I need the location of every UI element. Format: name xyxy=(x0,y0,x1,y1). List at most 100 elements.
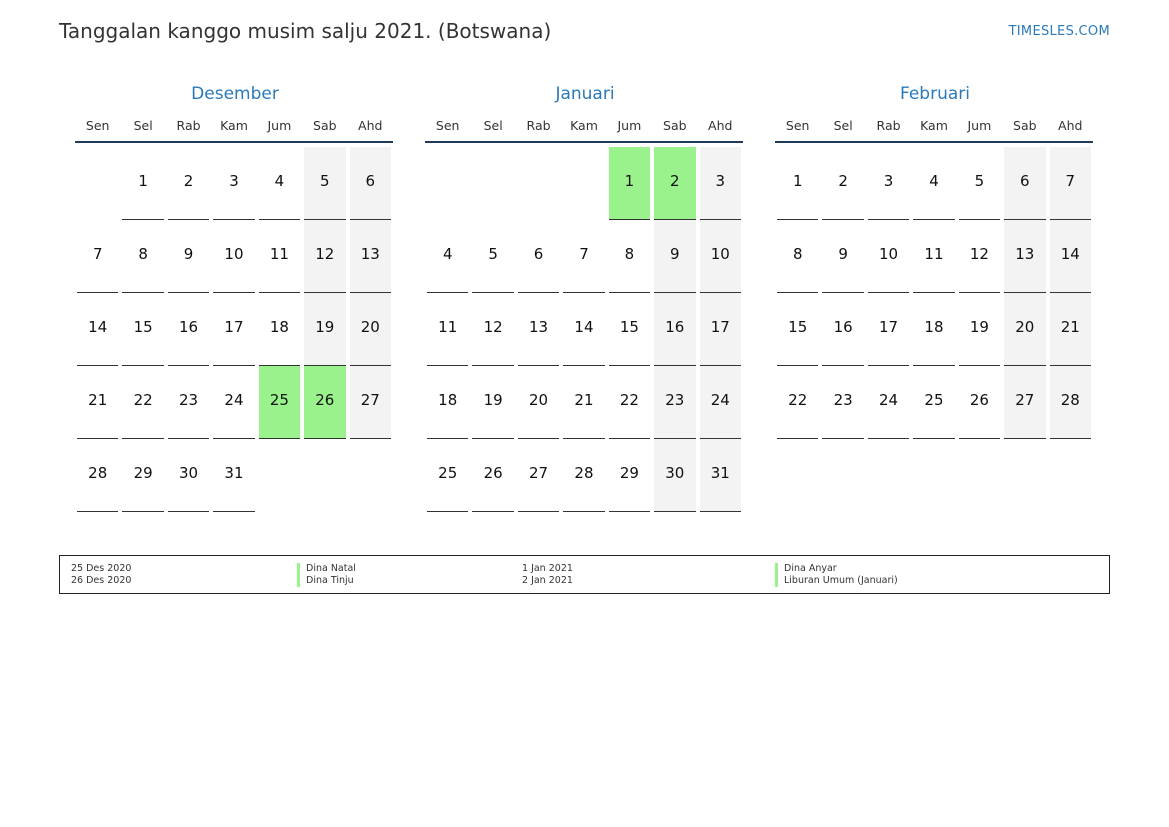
day-cell: 8 xyxy=(777,220,819,293)
weekday-header: Sen Sel Rab Kam Jum Sab Ahd xyxy=(425,113,743,143)
weekday-label: Ahd xyxy=(1058,118,1083,133)
day-cell: 5 xyxy=(304,147,346,220)
day-cell: 11 xyxy=(258,220,301,293)
holiday-legend: 25 Des 2020 26 Des 2020 Dina Natal Dina … xyxy=(59,555,1110,594)
weekday-header: Sen Sel Rab Kam Jum Sab Ahd xyxy=(775,113,1093,143)
legend-names-col-2: Dina Anyar Liburan Umum (Januari) xyxy=(775,563,898,587)
day-cell: 21 xyxy=(563,366,605,439)
legend-names-col-1: Dina Natal Dina Tinju xyxy=(297,563,356,587)
weekday-label: Jum xyxy=(967,118,992,133)
day-cell: 8 xyxy=(608,220,651,293)
weekday-label: Ahd xyxy=(358,118,383,133)
day-cell: 19 xyxy=(958,293,1001,366)
weekday-label: Sel xyxy=(133,118,153,133)
day-cell: 14 xyxy=(77,293,119,366)
month-name: Januari xyxy=(555,84,615,104)
day-cell: 27 xyxy=(517,439,560,512)
day-cell: 18 xyxy=(913,293,955,366)
day-cell: 4 xyxy=(427,220,469,293)
day-cell: 31 xyxy=(699,439,741,512)
day-cell: 12 xyxy=(472,293,514,366)
day-cell: 16 xyxy=(167,293,210,366)
day-cell: 15 xyxy=(777,293,819,366)
empty-cell xyxy=(518,147,559,220)
day-cell: 13 xyxy=(517,293,560,366)
day-cell: 22 xyxy=(608,366,651,439)
day-cell: 24 xyxy=(213,366,255,439)
month-name: Februari xyxy=(900,84,970,104)
day-cell: 30 xyxy=(167,439,210,512)
day-cell: 15 xyxy=(608,293,651,366)
legend-dates-col-1: 25 Des 2020 26 Des 2020 xyxy=(71,563,131,587)
day-cell: 3 xyxy=(699,147,741,220)
day-cell: 30 xyxy=(654,439,696,512)
weekday-label: Rab xyxy=(526,118,551,133)
day-cell: 13 xyxy=(1004,220,1046,293)
legend-date: 26 Des 2020 xyxy=(71,575,132,586)
day-cell: 28 xyxy=(77,439,119,512)
legend-holiday-name: Dina Tinju xyxy=(297,575,356,587)
day-cell: 20 xyxy=(349,293,391,366)
day-grid: 1 2 3 4 5 6 7 8 9 10 11 12 13 14 15 16 17 18 19 20 21 22 23 24 2… xyxy=(775,147,1093,439)
empty-cell xyxy=(563,147,604,220)
day-cell: 9 xyxy=(167,220,210,293)
day-cell: 7 xyxy=(563,220,605,293)
day-cell: 2 xyxy=(822,147,864,220)
day-cell: 4 xyxy=(258,147,301,220)
day-cell: 22 xyxy=(122,366,164,439)
legend-date: 2 Jan 2021 xyxy=(522,575,573,586)
day-cell: 23 xyxy=(654,366,696,439)
weekday-label: Kam xyxy=(570,118,598,133)
weekday-label: Sel xyxy=(483,118,503,133)
day-cell: 21 xyxy=(77,366,119,439)
legend-date: 25 Des 2020 xyxy=(71,563,132,574)
holiday-day-cell: 26 xyxy=(304,366,346,439)
day-cell: 26 xyxy=(958,366,1001,439)
day-cell: 4 xyxy=(913,147,955,220)
day-cell: 19 xyxy=(304,293,346,366)
day-cell: 28 xyxy=(1049,366,1091,439)
day-cell: 12 xyxy=(304,220,346,293)
weekday-label: Sab xyxy=(313,118,337,133)
day-cell: 8 xyxy=(122,220,164,293)
day-grid: 1 2 3 4 5 6 7 8 9 10 11 12 13 14 15 16 17 18 19 20 21 22 23 24 2… xyxy=(75,147,393,512)
legend-holiday-name: Liburan Umum (Januari) xyxy=(775,575,898,587)
day-cell: 2 xyxy=(167,147,210,220)
day-cell: 17 xyxy=(867,293,910,366)
day-cell: 24 xyxy=(699,366,741,439)
day-cell: 25 xyxy=(427,439,469,512)
weekday-label: Rab xyxy=(176,118,201,133)
day-cell: 11 xyxy=(427,293,469,366)
weekday-label: Sel xyxy=(833,118,853,133)
weekday-label: Sab xyxy=(1013,118,1037,133)
day-cell: 6 xyxy=(349,147,391,220)
holiday-day-cell: 1 xyxy=(608,147,651,220)
weekday-header: Sen Sel Rab Kam Jum Sab Ahd xyxy=(75,113,393,143)
holiday-day-cell: 2 xyxy=(654,147,696,220)
day-cell: 17 xyxy=(213,293,255,366)
empty-cell xyxy=(472,147,513,220)
weekday-label: Sen xyxy=(85,118,110,133)
day-cell: 10 xyxy=(213,220,255,293)
day-cell: 9 xyxy=(822,220,864,293)
day-cell: 6 xyxy=(1004,147,1046,220)
legend-dates-col-2: 1 Jan 2021 2 Jan 2021 xyxy=(522,563,573,587)
legend-holiday-name: Dina Anyar xyxy=(775,563,898,575)
day-cell: 10 xyxy=(699,220,741,293)
day-cell: 20 xyxy=(517,366,560,439)
day-cell: 18 xyxy=(427,366,469,439)
weekday-label: Sab xyxy=(663,118,687,133)
site-link[interactable]: TIMESLES.COM xyxy=(1008,24,1110,39)
day-cell: 7 xyxy=(77,220,119,293)
day-cell: 1 xyxy=(777,147,819,220)
day-cell: 5 xyxy=(472,220,514,293)
day-cell: 21 xyxy=(1049,293,1091,366)
day-cell: 26 xyxy=(472,439,514,512)
day-cell: 12 xyxy=(958,220,1001,293)
day-cell: 29 xyxy=(608,439,651,512)
day-cell: 17 xyxy=(699,293,741,366)
day-grid: 1 2 3 4 5 6 7 8 9 10 11 12 13 14 15 16 17 18 19 20 21 22 23 24 2… xyxy=(425,147,743,512)
day-cell: 3 xyxy=(867,147,910,220)
